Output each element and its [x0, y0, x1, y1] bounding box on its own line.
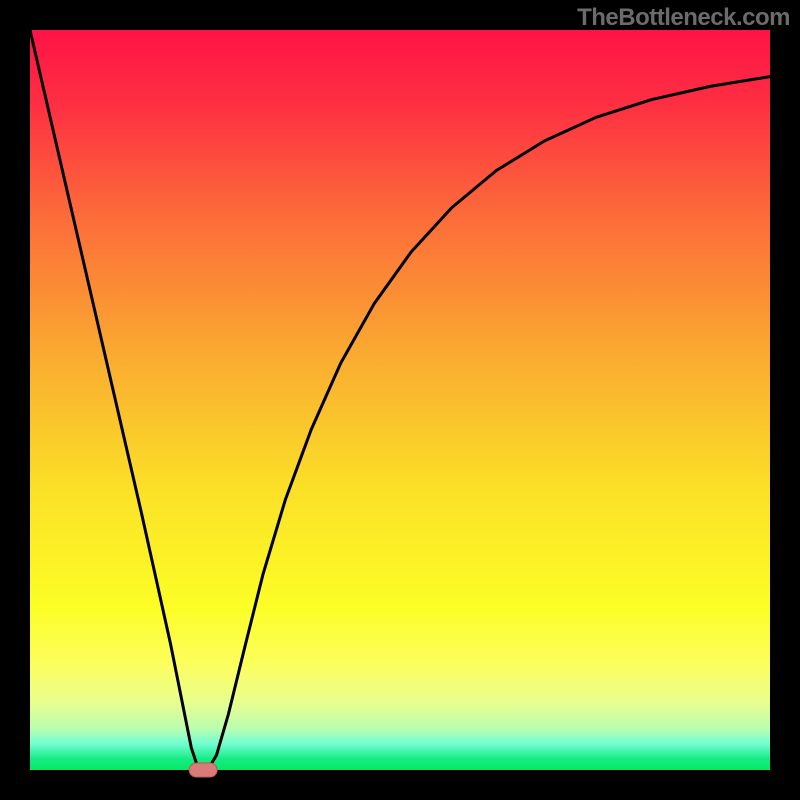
bottleneck-chart: TheBottleneck.com	[0, 0, 800, 800]
chart-svg	[0, 0, 800, 800]
chart-background-gradient	[30, 30, 770, 770]
watermark-text: TheBottleneck.com	[577, 4, 790, 32]
min-marker	[189, 763, 217, 777]
